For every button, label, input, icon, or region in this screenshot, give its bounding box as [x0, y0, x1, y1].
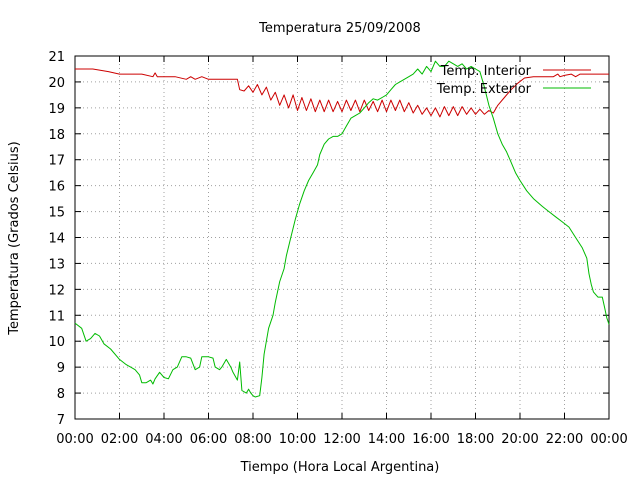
- y-tick-label: 17: [48, 154, 65, 169]
- x-tick-label: 14:00: [368, 432, 405, 447]
- y-tick-label: 18: [48, 128, 65, 143]
- y-tick-labels: 7 8 9 10 11 12 13 14 15 16 17 18 19 20 21: [48, 50, 65, 428]
- x-tick-label: 10:00: [279, 432, 316, 447]
- y-tick-label: 15: [48, 206, 65, 221]
- x-tick-label: 20:00: [501, 432, 538, 447]
- legend: Temp. Interior Temp. Exterior: [436, 64, 591, 97]
- y-tick-label: 9: [57, 361, 65, 376]
- y-tick-label: 13: [48, 257, 65, 272]
- y-tick-label: 16: [48, 180, 65, 195]
- y-tick-label: 14: [48, 232, 65, 247]
- y-tick-label: 21: [48, 50, 65, 65]
- axis-ticks: [74, 55, 610, 420]
- x-tick-label: 02:00: [101, 432, 138, 447]
- x-tick-label: 00:00: [590, 432, 627, 447]
- x-tick-label: 22:00: [546, 432, 583, 447]
- chart-title: Temperatura 25/09/2008: [258, 21, 421, 36]
- legend-label: Temp. Exterior: [436, 82, 532, 97]
- x-tick-label: 12:00: [323, 432, 360, 447]
- y-tick-label: 8: [57, 387, 65, 402]
- y-tick-label: 20: [48, 76, 65, 91]
- series-lines: [74, 60, 610, 398]
- y-tick-label: 7: [57, 413, 65, 428]
- legend-label: Temp. Interior: [440, 64, 532, 79]
- x-tick-label: 04:00: [145, 432, 182, 447]
- series-line-exterior: [74, 60, 610, 398]
- x-axis-label: Tiempo (Hora Local Argentina): [240, 460, 440, 475]
- y-tick-label: 19: [48, 102, 65, 117]
- x-tick-label: 16:00: [412, 432, 449, 447]
- y-tick-label: 11: [48, 309, 65, 324]
- x-tick-label: 08:00: [234, 432, 271, 447]
- y-tick-label: 10: [48, 335, 65, 350]
- y-axis-label: Temperatura (Grados Celsius): [7, 141, 22, 335]
- y-tick-label: 12: [48, 283, 65, 298]
- series-line-interior: [75, 68, 609, 118]
- x-tick-labels: 00:00 02:00 04:00 06:00 08:00 10:00 12:00 14:00…: [56, 432, 627, 447]
- x-tick-label: 00:00: [56, 432, 93, 447]
- x-tick-label: 06:00: [190, 432, 227, 447]
- x-tick-label: 18:00: [457, 432, 494, 447]
